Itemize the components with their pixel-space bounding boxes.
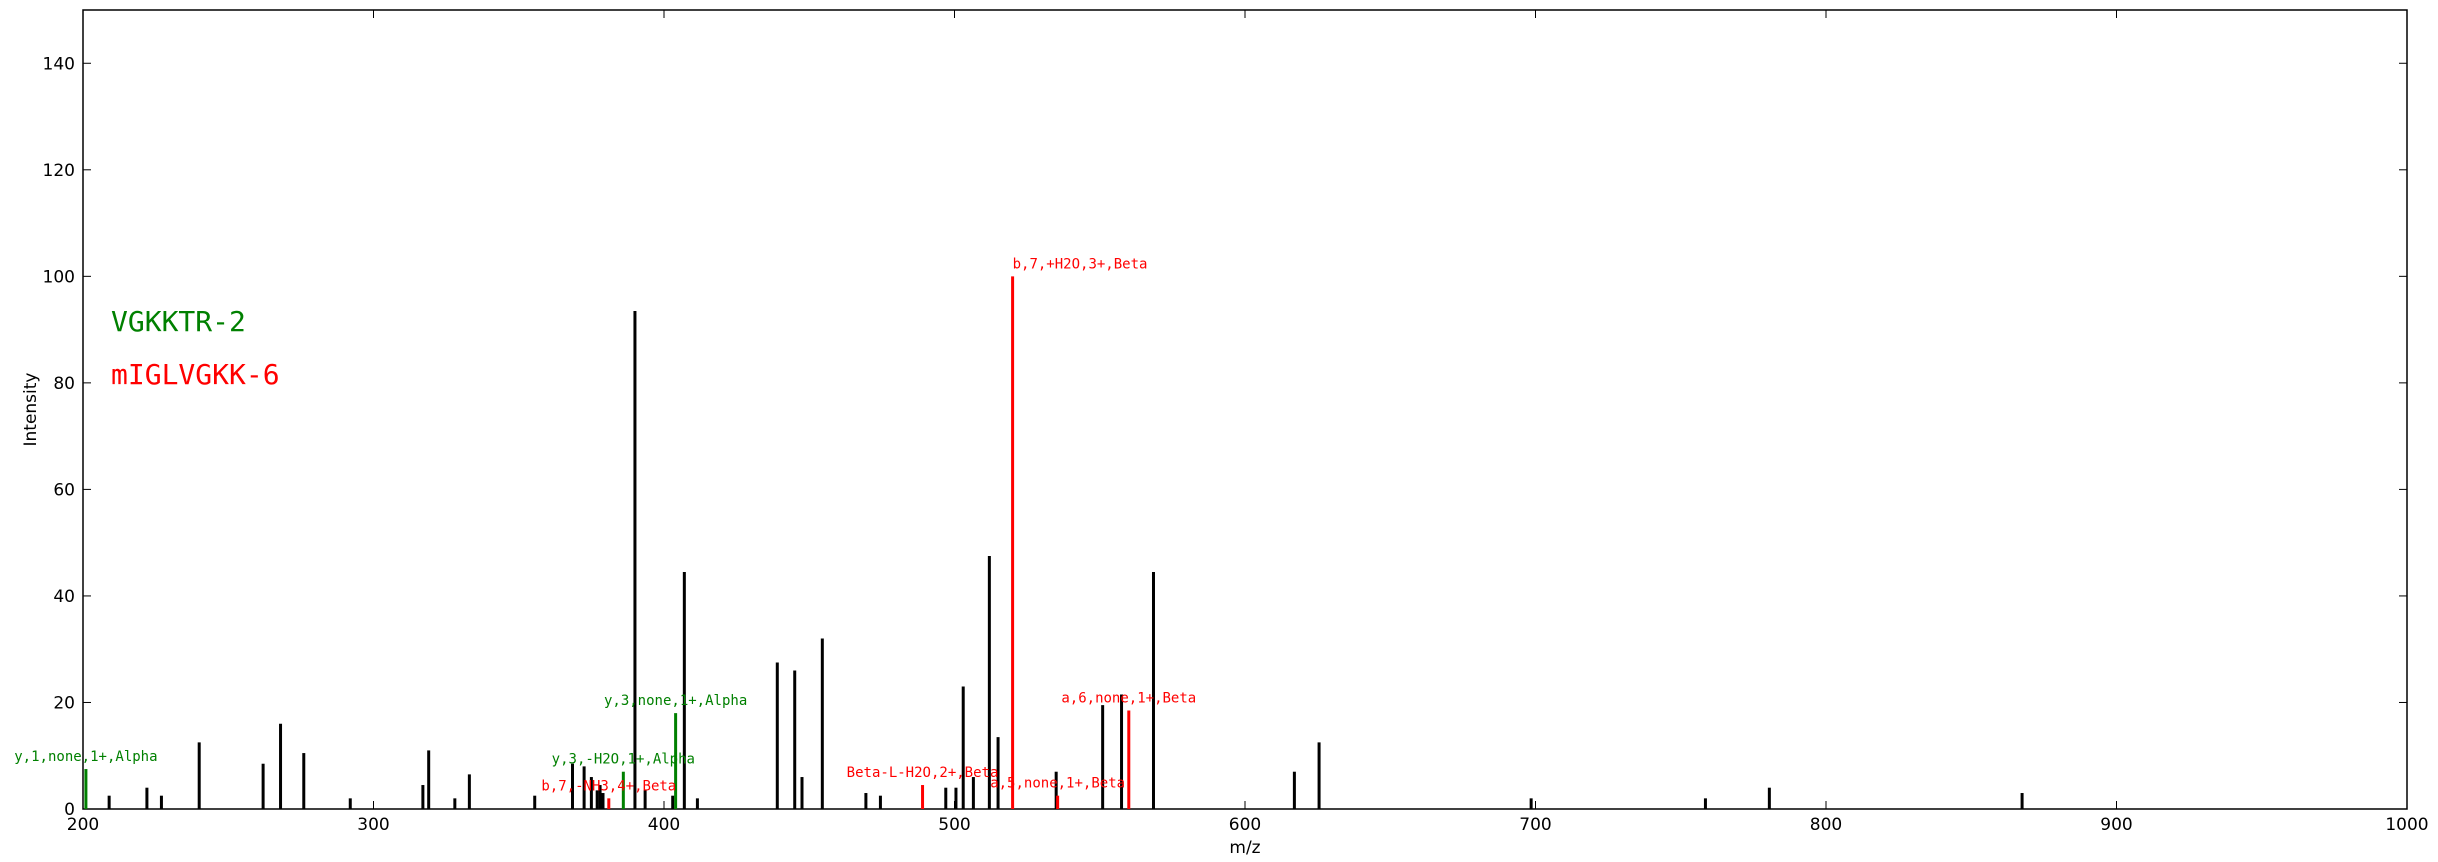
y-tick-label: 40 [53,587,75,607]
x-tick-label: 500 [938,815,970,835]
peptide-labels: VGKKTR-2 mIGLVGKK-6 [111,305,280,391]
axis-ticks: 200 300 400 500 600 700 800 900 1000 0 20 40 60 80 100… [43,10,2429,835]
peak-bars [84,276,2024,809]
x-tick-label: 200 [67,815,99,835]
x-tick-label: 300 [357,815,389,835]
peak-annotation: y,1,none,1+,Alpha [14,749,157,765]
peak-annotation: b,7,-NH3,4+,Beta [541,778,676,794]
peak-annotations: y,1,none,1+,Alpha b,7,-NH3,4+,Beta y,3,-H2… [14,256,1196,794]
peak-annotation: Beta-L-H2O,2+,Beta [847,765,999,781]
x-tick-label: 700 [1519,815,1551,835]
x-tick-label: 400 [648,815,680,835]
peptide-label: mIGLVGKK-6 [111,358,280,391]
y-tick-label: 120 [43,161,75,181]
y-tick-label: 20 [53,693,75,713]
x-axis-label: m/z [1229,838,1260,858]
peptide-label: VGKKTR-2 [111,305,246,338]
y-tick-label: 60 [53,480,75,500]
y-tick-label: 100 [43,267,75,287]
plot-area [82,9,2408,810]
peak-annotation: b,7,+H2O,3+,Beta [1013,256,1148,272]
peak-annotation: a,6,none,1+,Beta [1061,690,1196,706]
x-tick-label: 1000 [2385,815,2428,835]
x-tick-label: 600 [1229,815,1261,835]
y-axis-label: Intensity [21,373,41,447]
peak-annotation: y,3,none,1+,Alpha [604,693,747,709]
y-tick-label: 0 [64,800,75,820]
x-tick-label: 900 [2100,815,2132,835]
plot-frame [82,9,2408,810]
y-tick-label: 140 [43,54,75,74]
y-tick-label: 80 [53,374,75,394]
peak-annotation: a,5,none,1+,Beta [990,776,1125,792]
peak-annotation: y,3,-H2O,1+,Alpha [552,752,695,768]
x-tick-label: 800 [1810,815,1842,835]
